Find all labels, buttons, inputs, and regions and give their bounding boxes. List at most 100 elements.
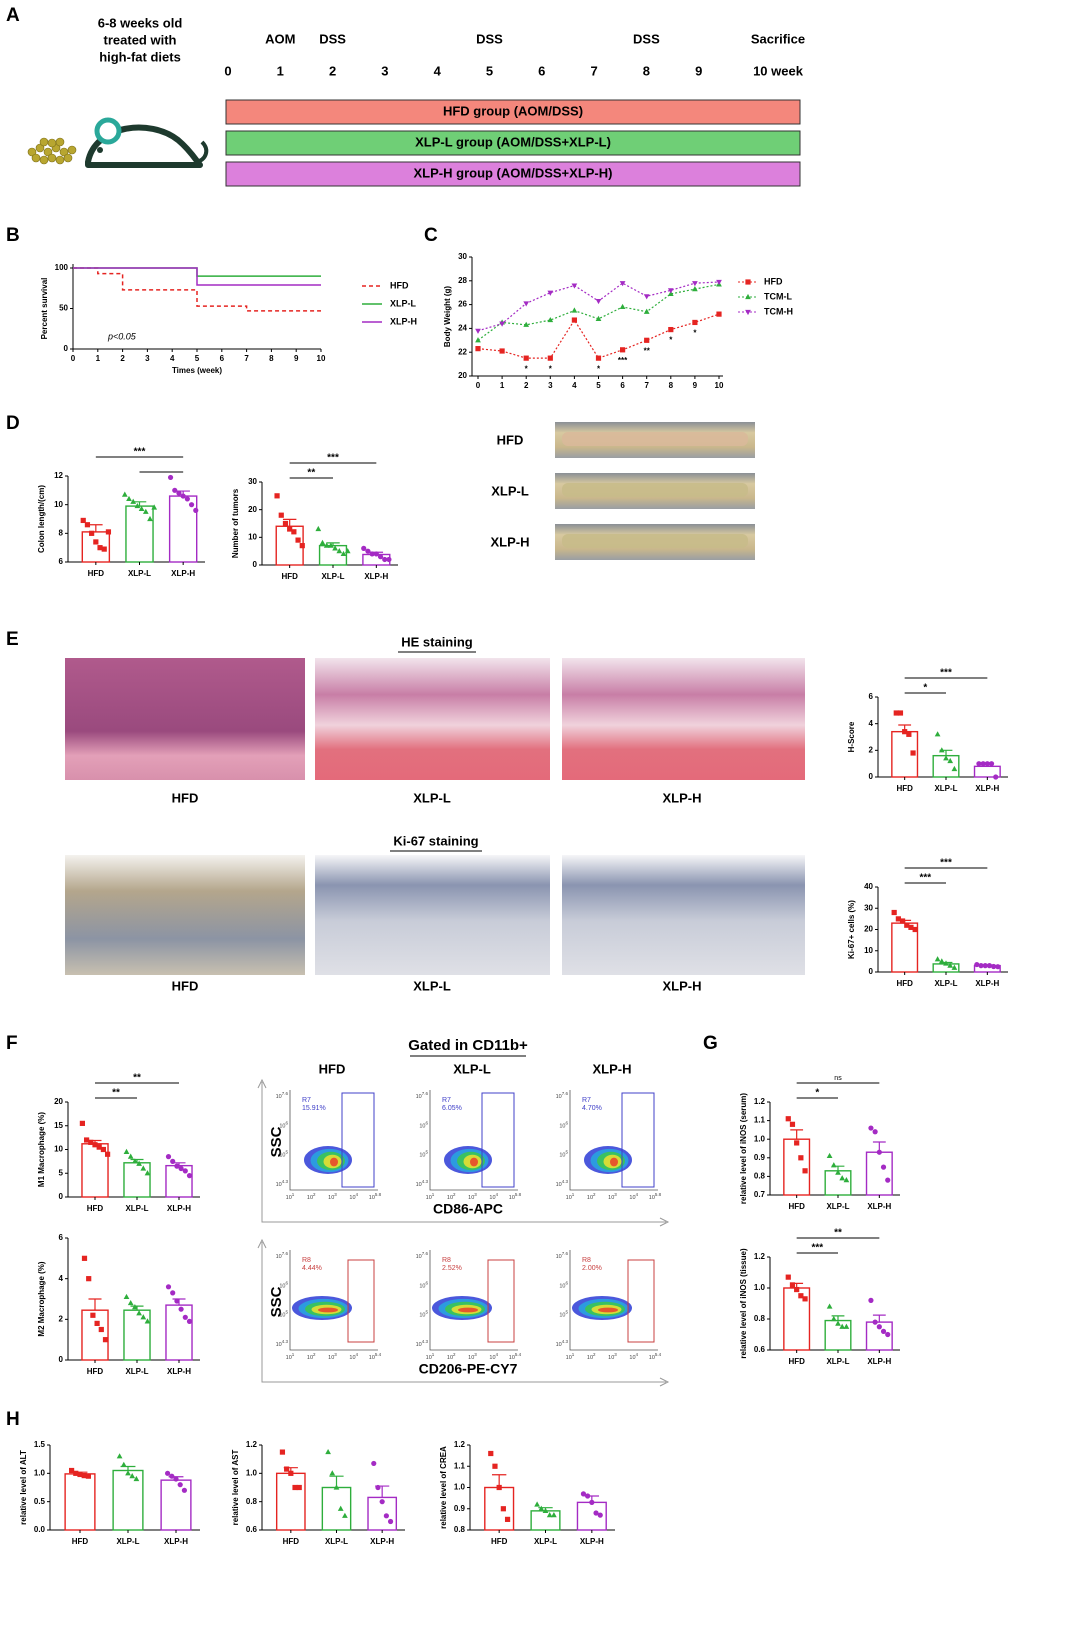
x-tick-label: XLP-H xyxy=(167,1204,191,1213)
flow-x-tick: 104 xyxy=(629,1352,638,1361)
point xyxy=(365,548,371,554)
point xyxy=(98,1326,104,1333)
point xyxy=(843,1177,850,1183)
point xyxy=(295,537,301,543)
legend-label: TCM-L xyxy=(764,291,792,301)
y-tick-label: 1.1 xyxy=(454,1461,466,1470)
significance: ** xyxy=(644,346,651,355)
point xyxy=(802,1168,808,1174)
bar xyxy=(865,1151,893,1196)
photo-label: HFD xyxy=(497,432,524,447)
gate-percent: 15.91% xyxy=(302,1105,326,1112)
flow-x-tick: 101 xyxy=(286,1192,295,1201)
staining-title: HE staining xyxy=(401,634,473,649)
flow-x-tick: 102 xyxy=(447,1192,456,1201)
flow-y-tick: 104.3 xyxy=(556,1179,569,1188)
x-tick-label: HFD xyxy=(896,979,913,988)
x-tick-label: XLP-L xyxy=(534,1537,557,1546)
point xyxy=(542,1507,549,1513)
tick-base: 10 xyxy=(369,1355,375,1361)
flow-y-tick: 106 xyxy=(559,1121,568,1130)
y-tick-label: 4 xyxy=(59,1274,64,1283)
point xyxy=(943,755,949,761)
y-tick-label: 30 xyxy=(458,252,467,261)
point xyxy=(178,1165,184,1172)
point xyxy=(89,530,95,536)
y-axis-label: Colon length/(cm) xyxy=(37,485,46,553)
tick-exp: 6 xyxy=(425,1121,428,1126)
point xyxy=(947,757,954,764)
tick-exp: 6 xyxy=(285,1121,288,1126)
y-tick-label: 1.0 xyxy=(34,1468,46,1477)
tick-exp: 2 xyxy=(313,1352,316,1357)
point xyxy=(500,1506,506,1512)
point xyxy=(140,1314,147,1320)
significance: * xyxy=(693,329,697,338)
flow-x-tick: 102 xyxy=(307,1352,316,1361)
x-tick-label: 10 xyxy=(317,354,326,363)
point xyxy=(86,1276,92,1282)
tick-exp: 5 xyxy=(425,1310,428,1315)
point xyxy=(872,1129,878,1135)
x-tick-label: HFD xyxy=(88,569,105,578)
y-tick-label: 10 xyxy=(54,1145,63,1154)
point xyxy=(77,1471,83,1478)
point xyxy=(90,1312,96,1318)
group-label: HFD group (AOM/DSS) xyxy=(443,103,583,118)
colon-tissue xyxy=(562,432,748,446)
tick-base: 10 xyxy=(349,1195,355,1201)
flow-x-tick: 104 xyxy=(349,1192,358,1201)
point xyxy=(96,1144,102,1150)
y-tick-label: 6 xyxy=(869,692,874,701)
y-tick-label: 1.5 xyxy=(34,1440,46,1449)
tick-base: 10 xyxy=(556,1254,562,1260)
gate-percent: 4.44% xyxy=(302,1265,322,1272)
tick-exp: 5.4 xyxy=(375,1352,382,1357)
flow-y-tick: 105 xyxy=(559,1150,568,1159)
point xyxy=(100,1146,106,1153)
tick-exp: 2 xyxy=(593,1192,596,1197)
point xyxy=(580,1491,587,1497)
y-tick-label: 0 xyxy=(869,772,874,781)
tick-base: 10 xyxy=(608,1195,614,1201)
flow-axes xyxy=(569,1090,658,1191)
point xyxy=(340,550,347,557)
flow-y-tick: 104.3 xyxy=(276,1179,289,1188)
legend-label: TCM-H xyxy=(764,306,793,316)
flow-x-tick: 105.8 xyxy=(369,1192,382,1201)
point xyxy=(142,508,149,514)
group-bar xyxy=(225,99,801,125)
y-tick-label: 30 xyxy=(864,903,873,912)
gate xyxy=(481,1092,515,1188)
x-tick-label: XLP-H xyxy=(164,1537,188,1546)
point xyxy=(81,1255,88,1261)
flow-y-tick: 107.6 xyxy=(276,1091,289,1100)
legend-label: HFD xyxy=(390,280,409,290)
colon-tissue xyxy=(562,483,748,497)
group-label: XLP-L group (AOM/DSS+XLP-L) xyxy=(415,134,611,149)
point xyxy=(895,916,901,922)
y-tick-label: 1.1 xyxy=(754,1116,766,1125)
point xyxy=(794,1286,800,1293)
point xyxy=(475,337,481,343)
point xyxy=(571,307,578,313)
point xyxy=(375,1484,381,1491)
y-tick-label: 0.6 xyxy=(246,1525,258,1534)
flow-x-tick: 104 xyxy=(489,1352,498,1361)
flow-y-label: SSC xyxy=(268,1126,285,1157)
tick-base: 10 xyxy=(556,1182,562,1188)
tick-base: 10 xyxy=(509,1355,515,1361)
y-tick-label: 20 xyxy=(54,1097,63,1106)
x-tick-label: 10 xyxy=(715,381,724,390)
tick-exp: 4 xyxy=(636,1192,639,1197)
point xyxy=(81,1473,87,1479)
flow-x-tick: 104 xyxy=(489,1192,498,1201)
y-tick-label: 26 xyxy=(458,300,467,309)
intro-text: treated with xyxy=(104,32,177,47)
event-label: DSS xyxy=(476,31,503,46)
point xyxy=(165,1470,171,1476)
tick-base: 10 xyxy=(416,1094,422,1100)
ki67-image xyxy=(562,855,805,975)
tick-base: 10 xyxy=(556,1094,562,1100)
y-tick-label: 2 xyxy=(869,745,874,754)
